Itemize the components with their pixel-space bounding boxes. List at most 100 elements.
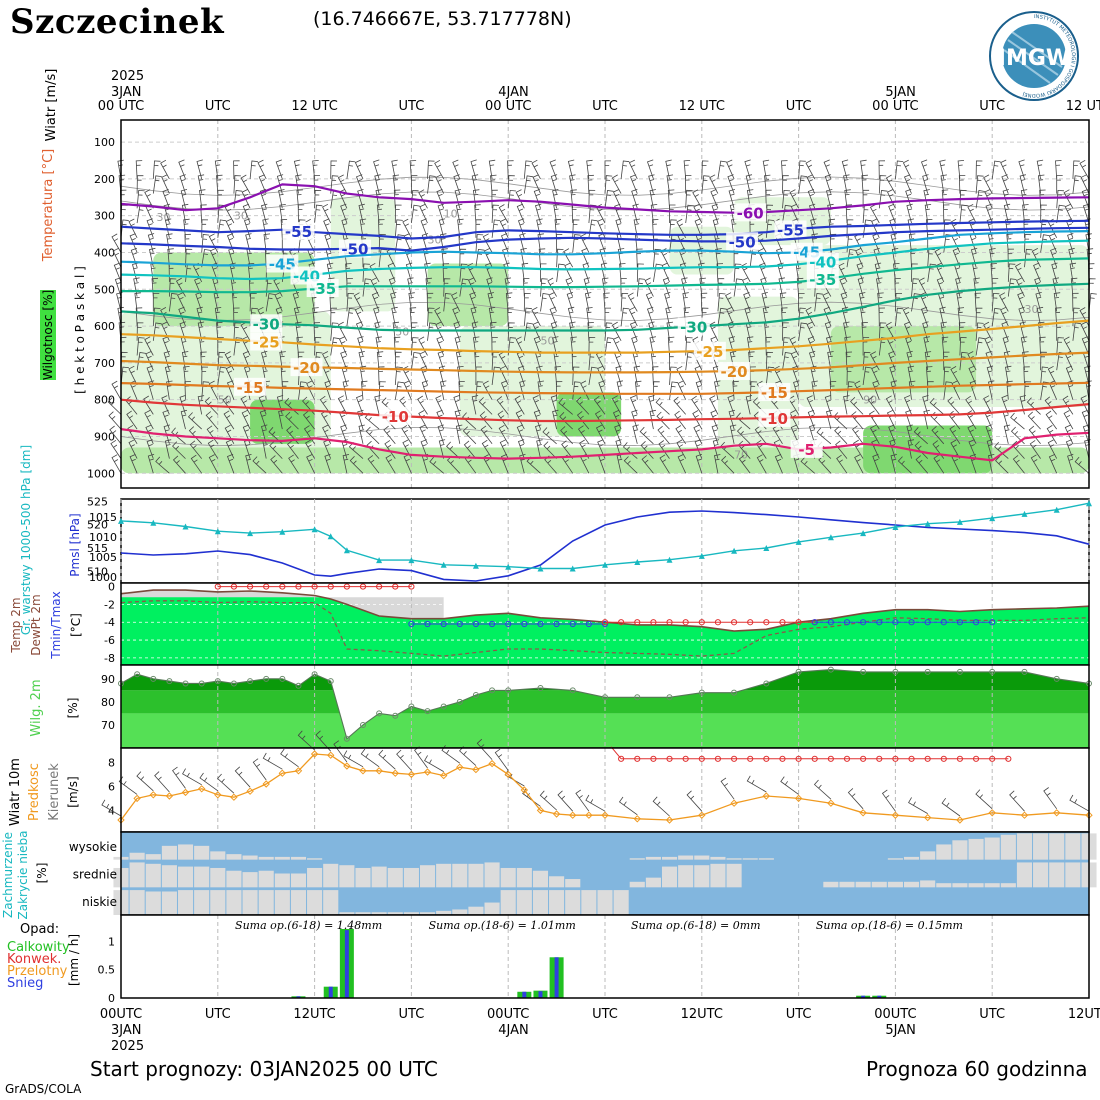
upper-wind-barb: [523, 307, 532, 327]
rh-marker: [295, 682, 302, 689]
wind-reference-marker: [730, 755, 738, 762]
upper-wind-barb: [152, 293, 160, 312]
upper-wind-barb: [622, 442, 638, 459]
upper-wind-barb: [615, 218, 622, 238]
rh-marker: [134, 671, 141, 678]
upper-wind-barb: [629, 174, 638, 194]
surface-wind-barb: [557, 790, 573, 812]
upper-wind-barb: [893, 263, 900, 282]
pressure-tick-label: 200: [94, 173, 115, 186]
upper-wind-barb: [453, 395, 461, 415]
upper-wind-barb: [371, 292, 380, 312]
upper-wind-barb: [540, 278, 548, 297]
pressure-tick-label: 600: [94, 320, 115, 333]
upper-wind-barb: [481, 439, 493, 459]
upper-wind-barb: [1039, 336, 1046, 356]
precip-legend-snow: Snieg: [7, 976, 43, 991]
rh-marker: [795, 668, 802, 675]
wind-speed-marker: [165, 792, 174, 800]
upper-wind-barb: [1024, 234, 1032, 253]
pressure-tick-label: 900: [94, 430, 115, 443]
cloud-high-bar: [161, 845, 177, 860]
upper-wind-barb: [1036, 159, 1044, 179]
upper-wind-barb: [816, 427, 832, 445]
thickness-marker: [440, 561, 447, 568]
wind-speed-marker: [1052, 809, 1061, 817]
upper-wind-barb: [340, 424, 348, 444]
tmin-marker: [408, 620, 415, 628]
upper-wind-barb: [852, 425, 864, 445]
cloud-low-bar: [339, 912, 355, 915]
upper-wind-barb: [1006, 233, 1013, 253]
wind-speed-marker: [665, 816, 674, 824]
thickness-line: [120, 502, 1090, 570]
humidity-contour-label: 30: [234, 209, 248, 222]
upper-wind-barb: [402, 218, 412, 238]
upper-wind-barb: [507, 160, 514, 179]
rh-marker: [731, 689, 738, 696]
upper-wind-barb: [649, 189, 656, 209]
cloud-high-bar: [726, 858, 742, 860]
upper-wind-barb: [507, 175, 515, 194]
rh-tick-label: 70: [101, 719, 115, 732]
upper-wind-barb: [504, 277, 512, 297]
cloud-mid-bar: [1033, 862, 1049, 888]
upper-wind-barb: [657, 425, 670, 445]
upper-wind-barb: [259, 188, 267, 209]
upper-wind-barb: [1048, 233, 1058, 253]
upper-wind-barb: [166, 233, 173, 253]
isotherm-line: [120, 219, 1090, 240]
precip-legend-title: Opad:: [20, 922, 59, 937]
upper-wind-barb: [407, 277, 414, 297]
upper-wind-barb: [646, 159, 654, 180]
thickness-marker: [150, 519, 157, 526]
upper-wind-barb: [357, 409, 364, 430]
isotherm-label: -30: [253, 315, 280, 333]
upper-wind-barb: [746, 189, 754, 209]
upper-wind-barb: [427, 175, 436, 194]
upper-wind-barb: [934, 248, 945, 268]
upper-wind-barb: [631, 409, 638, 430]
upper-wind-barb: [1045, 410, 1058, 430]
upper-wind-barb: [249, 292, 257, 312]
upper-wind-barb: [867, 396, 880, 415]
temp-axis-label: Temp 2m: [9, 597, 23, 653]
cloud-mid-bar: [871, 881, 887, 888]
precip-tick-label: 0: [108, 992, 115, 1005]
upper-wind-barb: [474, 204, 481, 224]
rh-marker: [198, 680, 205, 687]
cloud-mid-bar: [1065, 862, 1081, 888]
isotherm-label: -55: [285, 223, 312, 241]
upper-wind-barb: [281, 381, 289, 400]
upper-wind-barb: [894, 278, 901, 297]
upper-wind-barb: [532, 174, 541, 194]
upper-wind-barb: [1048, 454, 1058, 474]
top-date-label: 3JAN: [111, 85, 142, 100]
isotherm-line: [120, 381, 1090, 395]
upper-wind-barb: [890, 454, 897, 474]
upper-wind-barb: [811, 380, 818, 400]
wind-speed-marker: [552, 810, 561, 818]
upper-wind-barb: [217, 366, 227, 386]
upper-wind-barb: [1072, 175, 1082, 194]
cloud-low-bar: [468, 906, 484, 915]
tmax-marker: [730, 619, 738, 626]
upper-wind-barb: [628, 306, 638, 327]
tmin-marker: [989, 619, 996, 626]
upper-wind-barb: [985, 203, 993, 224]
upper-wind-barb: [611, 321, 622, 341]
rh-marker: [827, 666, 834, 673]
cloud-mid-bar: [629, 881, 645, 888]
upper-wind-barb: [393, 189, 401, 209]
surface-wind-barb: [262, 752, 283, 770]
upper-wind-barb: [110, 439, 122, 459]
upper-wind-barb: [169, 293, 178, 312]
upper-wind-barb: [995, 456, 1009, 474]
upper-wind-barb: [805, 307, 816, 327]
upper-wind-barb: [855, 247, 864, 268]
upper-wind-barb: [531, 307, 541, 327]
cloud-mid-bar: [952, 883, 968, 888]
upper-wind-barb: [436, 409, 445, 430]
isotherm-label-bg: [726, 232, 759, 251]
upper-wind-barb: [517, 439, 525, 459]
